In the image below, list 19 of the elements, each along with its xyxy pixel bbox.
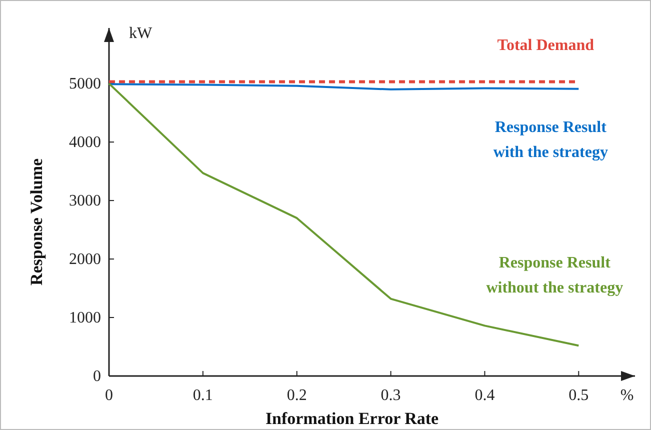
y-tick-label: 1000 bbox=[69, 310, 101, 327]
x-tick-label: 0.2 bbox=[286, 387, 307, 404]
y-tick-label: 3000 bbox=[69, 192, 101, 210]
y-axis-title: Response Volume bbox=[27, 158, 46, 286]
y-tick-label: 4000 bbox=[69, 134, 101, 152]
x-tick-label: 0.3 bbox=[380, 387, 401, 404]
y-tick-label: 5000 bbox=[69, 76, 101, 93]
series-label: Response Result with the strategy bbox=[493, 118, 608, 161]
x-tick-label: 0 bbox=[105, 387, 113, 404]
x-tick-label: 0.1 bbox=[192, 387, 213, 404]
series-label: Total Demand bbox=[497, 36, 594, 54]
y-tick-label: 2000 bbox=[69, 251, 101, 268]
x-tick-label: 0.5 bbox=[568, 387, 589, 404]
series-label: Response Result without the strategy bbox=[486, 254, 624, 297]
annotation: kW bbox=[129, 25, 153, 42]
x-tick-label: 0.4 bbox=[474, 387, 495, 404]
y-tick-label: 0 bbox=[93, 368, 101, 385]
x-axis-title: Information Error Rate bbox=[265, 409, 440, 428]
text: % bbox=[620, 387, 634, 404]
